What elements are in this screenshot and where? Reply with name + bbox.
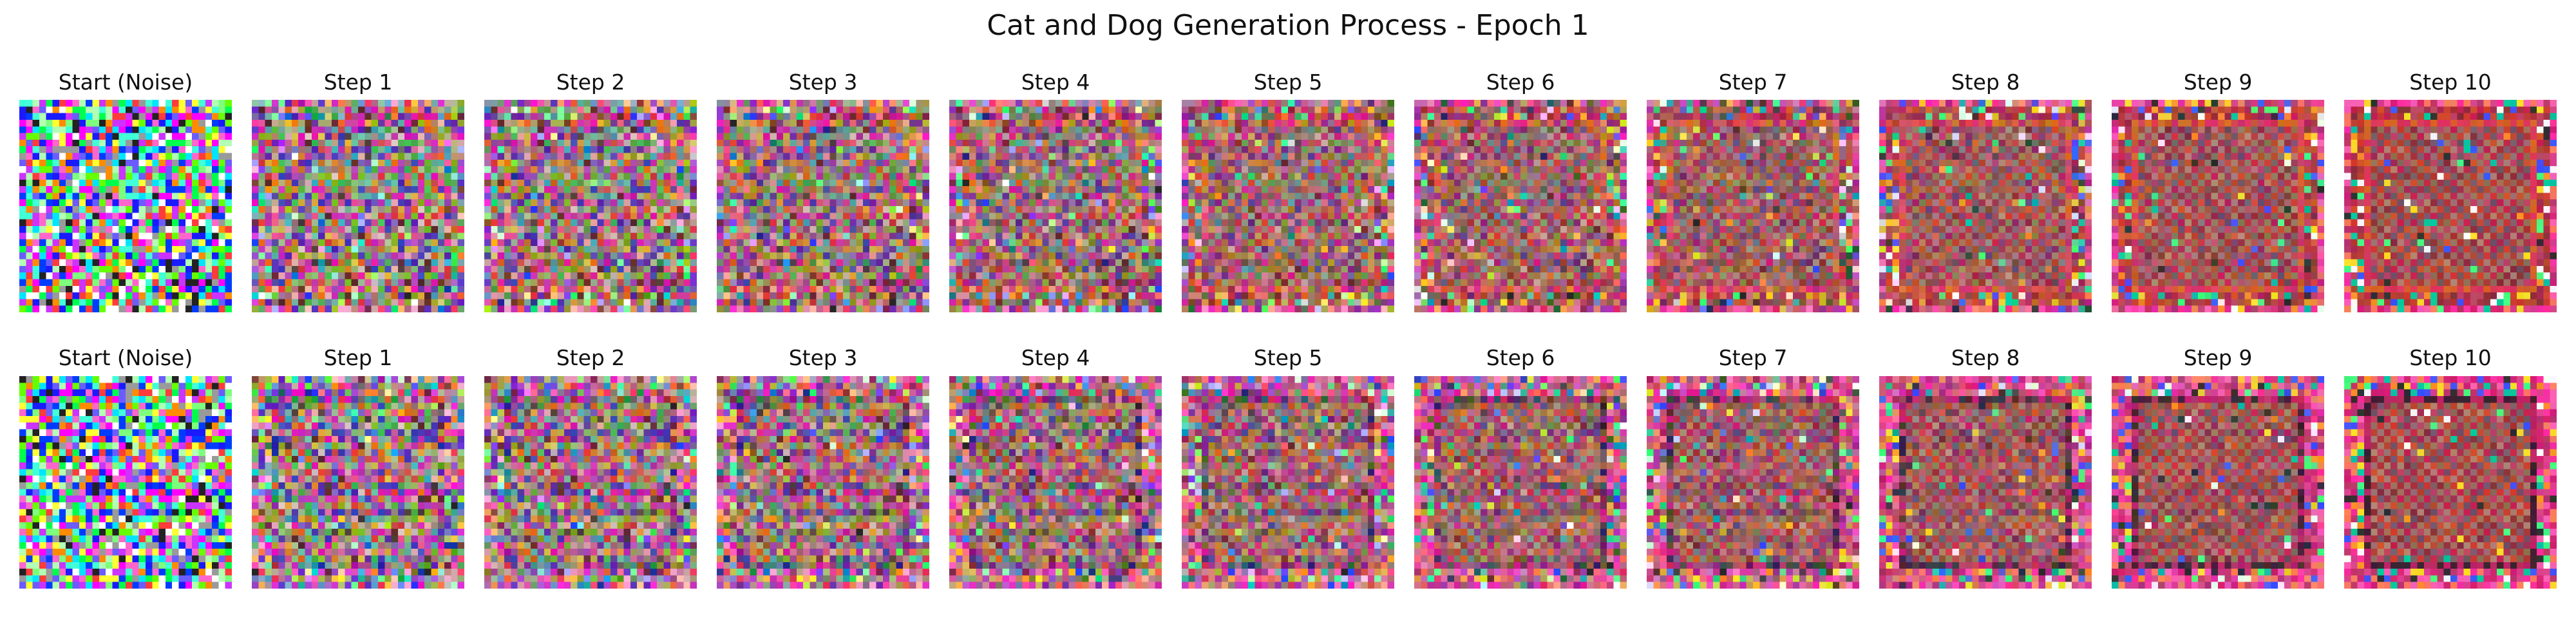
pixel-grid-dog-1 (252, 376, 464, 589)
generated-image-dog-7 (1647, 376, 1859, 589)
panel-title-dog-1: Step 1 (242, 344, 474, 372)
pixel-grid-cat-3 (717, 100, 929, 312)
panel-title-dog-9: Step 9 (2102, 344, 2334, 372)
panel-title-cat-8: Step 8 (1870, 68, 2101, 97)
panel-title-cat-0: Start (Noise) (10, 68, 242, 97)
generated-image-dog-10 (2344, 376, 2557, 589)
generated-image-dog-2 (484, 376, 697, 589)
panel-title-dog-2: Step 2 (475, 344, 706, 372)
pixel-grid-dog-2 (484, 376, 697, 589)
generated-image-cat-1 (252, 100, 464, 312)
panel-title-dog-8: Step 8 (1870, 344, 2101, 372)
generated-image-dog-5 (1182, 376, 1394, 589)
generated-image-dog-6 (1414, 376, 1627, 589)
pixel-grid-dog-10 (2344, 376, 2557, 589)
panel-title-cat-4: Step 4 (940, 68, 1171, 97)
generated-image-dog-8 (1879, 376, 2092, 589)
generated-image-cat-9 (2112, 100, 2324, 312)
generated-image-cat-2 (484, 100, 697, 312)
generated-image-cat-5 (1182, 100, 1394, 312)
pixel-grid-cat-8 (1879, 100, 2092, 312)
panel-title-dog-10: Step 10 (2334, 344, 2566, 372)
generated-image-cat-6 (1414, 100, 1627, 312)
panel-title-dog-0: Start (Noise) (10, 344, 242, 372)
pixel-grid-cat-10 (2344, 100, 2557, 312)
generated-image-cat-3 (717, 100, 929, 312)
pixel-grid-cat-0 (19, 100, 232, 312)
generated-image-cat-4 (949, 100, 1162, 312)
pixel-grid-cat-1 (252, 100, 464, 312)
pixel-grid-dog-5 (1182, 376, 1394, 589)
pixel-grid-dog-3 (717, 376, 929, 589)
figure-title: Cat and Dog Generation Process - Epoch 1 (0, 6, 2576, 45)
pixel-grid-cat-6 (1414, 100, 1627, 312)
panel-title-cat-2: Step 2 (475, 68, 706, 97)
pixel-grid-dog-7 (1647, 376, 1859, 589)
pixel-grid-dog-8 (1879, 376, 2092, 589)
pixel-grid-cat-2 (484, 100, 697, 312)
generated-image-dog-1 (252, 376, 464, 589)
generated-image-cat-7 (1647, 100, 1859, 312)
panel-title-dog-4: Step 4 (940, 344, 1171, 372)
panel-title-cat-9: Step 9 (2102, 68, 2334, 97)
panel-title-dog-7: Step 7 (1637, 344, 1869, 372)
pixel-grid-cat-7 (1647, 100, 1859, 312)
pixel-grid-cat-9 (2112, 100, 2324, 312)
panel-title-cat-1: Step 1 (242, 68, 474, 97)
generated-image-dog-3 (717, 376, 929, 589)
panel-title-cat-7: Step 7 (1637, 68, 1869, 97)
pixel-grid-cat-4 (949, 100, 1162, 312)
panel-title-cat-6: Step 6 (1405, 68, 1636, 97)
panel-title-cat-3: Step 3 (707, 68, 939, 97)
generated-image-dog-0 (19, 376, 232, 589)
generated-image-cat-0 (19, 100, 232, 312)
panel-title-dog-3: Step 3 (707, 344, 939, 372)
pixel-grid-dog-9 (2112, 376, 2324, 589)
generated-image-cat-8 (1879, 100, 2092, 312)
pixel-grid-dog-0 (19, 376, 232, 589)
panel-title-dog-6: Step 6 (1405, 344, 1636, 372)
panel-title-cat-10: Step 10 (2334, 68, 2566, 97)
generated-image-dog-9 (2112, 376, 2324, 589)
generated-image-cat-10 (2344, 100, 2557, 312)
panel-title-cat-5: Step 5 (1172, 68, 1404, 97)
panel-title-dog-5: Step 5 (1172, 344, 1404, 372)
pixel-grid-dog-4 (949, 376, 1162, 589)
pixel-grid-dog-6 (1414, 376, 1627, 589)
generated-image-dog-4 (949, 376, 1162, 589)
pixel-grid-cat-5 (1182, 100, 1394, 312)
